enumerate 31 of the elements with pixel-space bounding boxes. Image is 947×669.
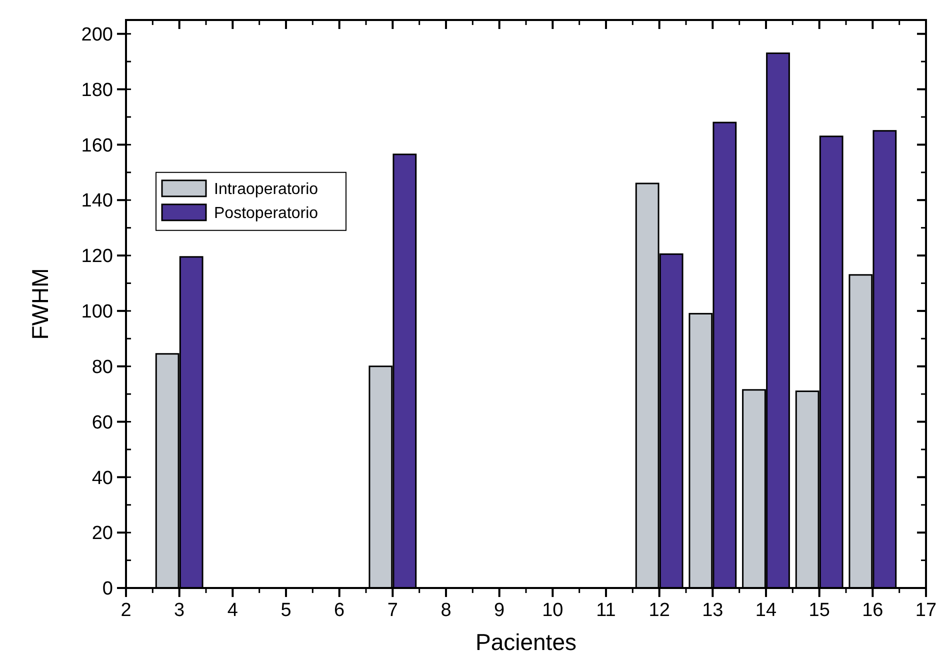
- y-tick-label: 160: [81, 135, 113, 156]
- x-tick-label: 3: [174, 600, 185, 621]
- legend-label: Postoperatorio: [214, 204, 318, 222]
- y-tick-label: 180: [81, 80, 113, 101]
- x-tick-label: 8: [440, 600, 452, 621]
- x-axis-title: Pacientes: [475, 629, 577, 655]
- y-tick-label: 60: [92, 412, 113, 434]
- y-axis-title: FWHM: [27, 268, 53, 340]
- x-tick-label: 12: [648, 600, 670, 621]
- y-tick-label: 40: [92, 468, 113, 489]
- x-tick-label: 10: [542, 600, 564, 621]
- y-tick-label: 20: [92, 523, 113, 544]
- x-tick-label: 14: [755, 600, 777, 621]
- x-tick-label: 13: [702, 600, 724, 621]
- y-tick-label: 200: [81, 24, 113, 46]
- y-tick-label: 140: [81, 190, 113, 212]
- x-tick-label: 5: [280, 600, 292, 621]
- y-tick-label: 120: [81, 246, 113, 268]
- x-tick-label: 15: [808, 600, 830, 621]
- y-tick-label: 0: [102, 578, 113, 600]
- legend-label: Intraoperatorio: [214, 180, 318, 198]
- x-tick-label: 17: [915, 600, 937, 621]
- y-tick-label: 100: [81, 302, 113, 323]
- x-tick-label: 9: [494, 600, 505, 621]
- x-tick-label: 16: [862, 600, 884, 621]
- x-tick-label: 7: [387, 600, 398, 621]
- y-tick-label: 80: [92, 356, 113, 378]
- x-tick-label: 2: [120, 600, 132, 621]
- x-tick-label: 11: [596, 600, 616, 621]
- x-tick-label: 6: [334, 600, 345, 621]
- x-tick-label: 4: [227, 600, 238, 621]
